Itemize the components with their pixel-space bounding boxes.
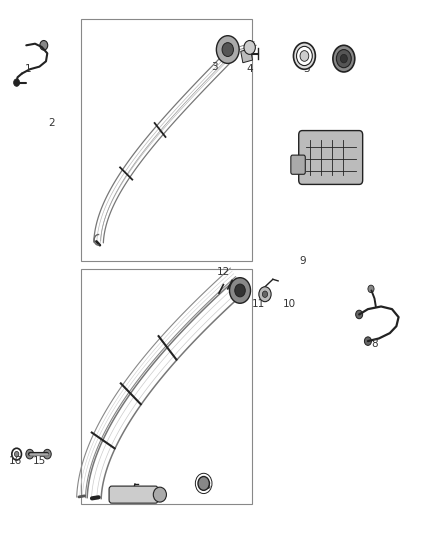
Text: 15: 15 xyxy=(33,456,46,466)
Circle shape xyxy=(259,287,271,302)
Circle shape xyxy=(364,337,371,345)
Circle shape xyxy=(198,477,209,490)
Text: 5: 5 xyxy=(303,64,310,74)
Circle shape xyxy=(368,285,374,293)
Circle shape xyxy=(14,79,20,86)
FancyBboxPatch shape xyxy=(299,131,363,184)
Text: 9: 9 xyxy=(299,256,306,266)
Circle shape xyxy=(222,43,233,56)
Circle shape xyxy=(300,51,309,61)
Text: 1: 1 xyxy=(25,64,32,74)
FancyBboxPatch shape xyxy=(291,155,305,174)
Circle shape xyxy=(14,451,19,457)
Circle shape xyxy=(230,278,251,303)
Text: 16: 16 xyxy=(9,456,22,466)
Text: 6: 6 xyxy=(343,64,350,74)
Bar xyxy=(81,19,252,261)
Text: 12: 12 xyxy=(217,267,230,277)
Text: 8: 8 xyxy=(371,339,378,349)
Circle shape xyxy=(244,41,255,54)
Circle shape xyxy=(262,291,268,297)
Circle shape xyxy=(43,449,51,459)
Text: 7: 7 xyxy=(327,174,334,183)
Circle shape xyxy=(26,449,34,459)
Bar xyxy=(81,269,252,504)
Text: 3: 3 xyxy=(211,62,218,71)
Circle shape xyxy=(297,46,312,66)
Text: 10: 10 xyxy=(283,299,296,309)
Circle shape xyxy=(40,41,48,50)
Text: 14: 14 xyxy=(129,492,142,502)
Circle shape xyxy=(340,54,347,63)
Circle shape xyxy=(356,310,363,319)
Ellipse shape xyxy=(153,487,166,502)
Text: 11: 11 xyxy=(252,299,265,309)
FancyArrow shape xyxy=(241,49,252,63)
Circle shape xyxy=(333,45,355,72)
Circle shape xyxy=(235,284,245,297)
Circle shape xyxy=(216,36,239,63)
Text: 2: 2 xyxy=(48,118,55,127)
Circle shape xyxy=(293,43,315,69)
Circle shape xyxy=(336,50,351,68)
Text: 13: 13 xyxy=(199,481,212,491)
Text: 4: 4 xyxy=(246,64,253,74)
FancyBboxPatch shape xyxy=(109,486,158,503)
